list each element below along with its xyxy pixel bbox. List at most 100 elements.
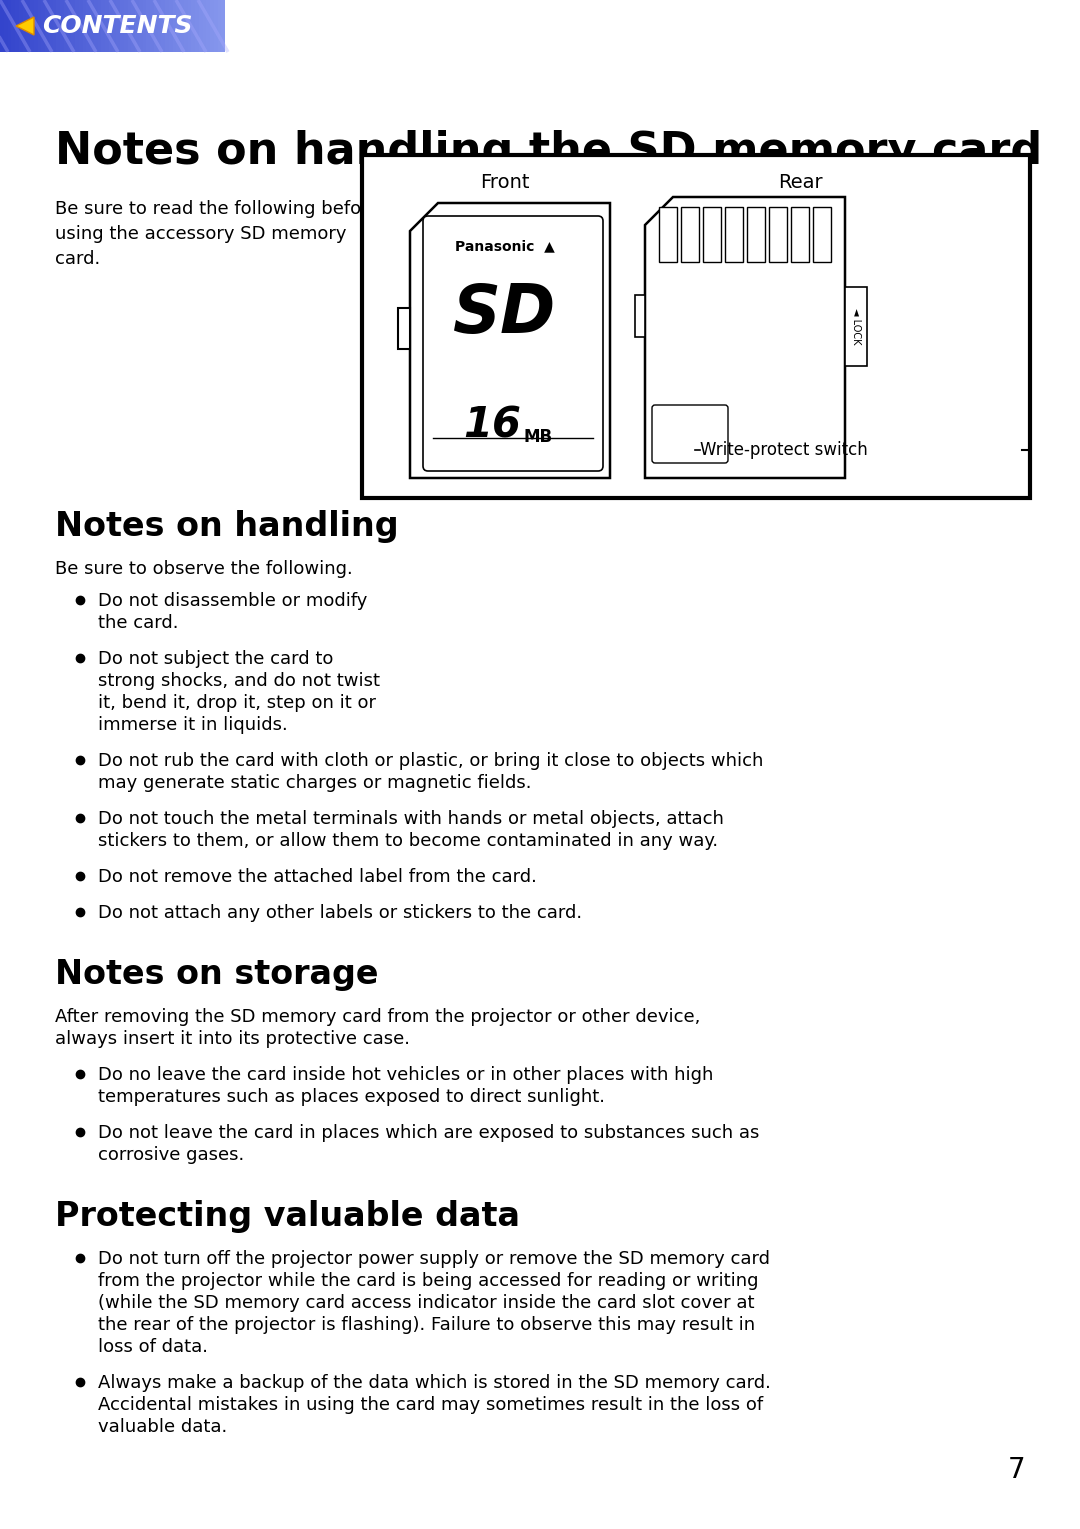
- Bar: [659, 206, 677, 261]
- Text: corrosive gases.: corrosive gases.: [98, 1147, 244, 1164]
- Text: SD: SD: [453, 281, 556, 347]
- Text: from the projector while the card is being accessed for reading or writing: from the projector while the card is bei…: [98, 1272, 758, 1290]
- Bar: [105, 0, 109, 52]
- Bar: [102, 0, 105, 52]
- Bar: [0, 0, 3, 52]
- Text: strong shocks, and do not twist: strong shocks, and do not twist: [98, 673, 380, 690]
- Text: Do not remove the attached label from the card.: Do not remove the attached label from th…: [98, 868, 537, 885]
- Bar: [15, 0, 18, 52]
- Bar: [195, 0, 199, 52]
- Bar: [747, 206, 765, 261]
- Bar: [18, 0, 23, 52]
- Text: Do not attach any other labels or stickers to the card.: Do not attach any other labels or sticke…: [98, 904, 582, 922]
- Bar: [56, 0, 60, 52]
- Text: CONTENTS: CONTENTS: [42, 14, 192, 38]
- Polygon shape: [410, 203, 610, 479]
- Text: Rear: Rear: [778, 173, 822, 193]
- Bar: [60, 0, 64, 52]
- Bar: [143, 0, 146, 52]
- Bar: [203, 0, 206, 52]
- Text: Do no leave the card inside hot vehicles or in other places with high: Do no leave the card inside hot vehicles…: [98, 1066, 714, 1084]
- FancyBboxPatch shape: [652, 405, 728, 463]
- Text: using the accessory SD memory: using the accessory SD memory: [55, 225, 347, 243]
- Bar: [33, 0, 38, 52]
- Bar: [124, 0, 127, 52]
- Bar: [199, 0, 203, 52]
- Text: Notes on handling the SD memory card: Notes on handling the SD memory card: [55, 130, 1042, 173]
- Bar: [120, 0, 124, 52]
- Text: it, bend it, drop it, step on it or: it, bend it, drop it, step on it or: [98, 694, 376, 713]
- Text: Do not subject the card to: Do not subject the card to: [98, 650, 334, 668]
- Text: After removing the SD memory card from the projector or other device,: After removing the SD memory card from t…: [55, 1008, 700, 1026]
- Text: valuable data.: valuable data.: [98, 1417, 227, 1436]
- Bar: [49, 0, 53, 52]
- Bar: [165, 0, 168, 52]
- Bar: [362, 154, 1030, 498]
- Bar: [150, 0, 153, 52]
- Bar: [45, 0, 49, 52]
- Bar: [399, 307, 410, 349]
- Text: 16: 16: [463, 404, 522, 446]
- Polygon shape: [645, 197, 845, 479]
- Bar: [8, 0, 11, 52]
- Bar: [184, 0, 188, 52]
- Text: card.: card.: [55, 251, 100, 268]
- Text: Notes on handling: Notes on handling: [55, 511, 399, 543]
- Bar: [90, 0, 94, 52]
- Bar: [681, 206, 699, 261]
- Bar: [813, 206, 831, 261]
- Bar: [135, 0, 138, 52]
- Text: stickers to them, or allow them to become contaminated in any way.: stickers to them, or allow them to becom…: [98, 832, 718, 850]
- Bar: [112, 0, 117, 52]
- Bar: [217, 0, 221, 52]
- Bar: [11, 0, 15, 52]
- Bar: [635, 295, 645, 338]
- Text: Do not rub the card with cloth or plastic, or bring it close to objects which: Do not rub the card with cloth or plasti…: [98, 752, 764, 771]
- Text: Panasonic  ▲: Panasonic ▲: [455, 239, 554, 252]
- Bar: [86, 0, 90, 52]
- Bar: [132, 0, 135, 52]
- Bar: [188, 0, 191, 52]
- Bar: [725, 206, 743, 261]
- Polygon shape: [16, 17, 33, 35]
- Text: temperatures such as places exposed to direct sunlight.: temperatures such as places exposed to d…: [98, 1089, 605, 1105]
- Text: Do not leave the card in places which are exposed to substances such as: Do not leave the card in places which ar…: [98, 1124, 759, 1142]
- Text: Front: Front: [481, 173, 530, 193]
- Text: (while the SD memory card access indicator inside the card slot cover at: (while the SD memory card access indicat…: [98, 1294, 755, 1312]
- Bar: [127, 0, 132, 52]
- Text: Do not disassemble or modify: Do not disassemble or modify: [98, 592, 367, 610]
- Text: Do not turn off the projector power supply or remove the SD memory card: Do not turn off the projector power supp…: [98, 1251, 770, 1268]
- Bar: [94, 0, 97, 52]
- Text: may generate static charges or magnetic fields.: may generate static charges or magnetic …: [98, 774, 531, 792]
- Bar: [67, 0, 71, 52]
- Text: Be sure to observe the following.: Be sure to observe the following.: [55, 560, 353, 578]
- Text: immerse it in liquids.: immerse it in liquids.: [98, 716, 287, 734]
- Bar: [845, 287, 867, 365]
- Bar: [206, 0, 210, 52]
- Text: Always make a backup of the data which is stored in the SD memory card.: Always make a backup of the data which i…: [98, 1375, 771, 1391]
- Bar: [221, 0, 225, 52]
- Bar: [191, 0, 195, 52]
- Bar: [64, 0, 67, 52]
- Bar: [41, 0, 45, 52]
- Bar: [117, 0, 120, 52]
- Bar: [109, 0, 112, 52]
- Bar: [703, 206, 721, 261]
- Text: Write-protect switch: Write-protect switch: [700, 440, 867, 459]
- Bar: [3, 0, 8, 52]
- Bar: [82, 0, 86, 52]
- Bar: [97, 0, 102, 52]
- Bar: [23, 0, 26, 52]
- Bar: [30, 0, 33, 52]
- Bar: [153, 0, 158, 52]
- Text: ◄ LOCK: ◄ LOCK: [851, 307, 861, 344]
- Bar: [79, 0, 82, 52]
- Bar: [158, 0, 161, 52]
- Text: Do not touch the metal terminals with hands or metal objects, attach: Do not touch the metal terminals with ha…: [98, 810, 724, 829]
- Bar: [176, 0, 180, 52]
- Text: Protecting valuable data: Protecting valuable data: [55, 1200, 519, 1232]
- Bar: [168, 0, 173, 52]
- Bar: [138, 0, 143, 52]
- Bar: [210, 0, 214, 52]
- Bar: [180, 0, 184, 52]
